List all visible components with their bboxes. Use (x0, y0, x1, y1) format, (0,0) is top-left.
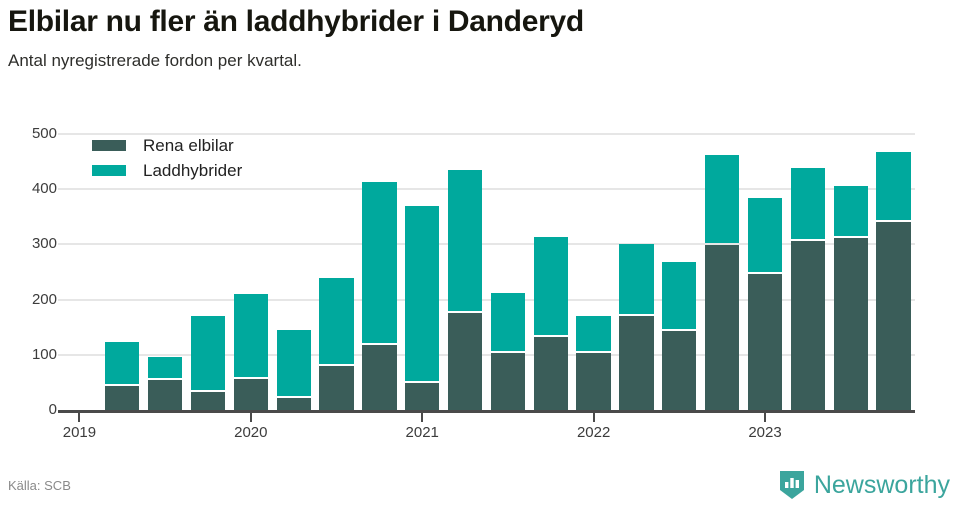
chart-footer: Källa: SCB Newsworthy (0, 470, 960, 505)
bars-layer (0, 118, 960, 458)
newsworthy-bar-chart-icon (779, 470, 805, 500)
bar-2023Q1[interactable] (790, 168, 825, 410)
source-note: Källa: SCB (8, 478, 71, 493)
bar-segment-rena-elbilar (619, 316, 654, 410)
x-axis-tick (78, 413, 81, 422)
bar-segment-rena-elbilar (105, 386, 140, 410)
x-axis-tick-label: 2021 (405, 424, 439, 441)
bar-2022Q4[interactable] (747, 197, 783, 410)
bar-segment-rena-elbilar (233, 379, 268, 410)
x-axis-tick (764, 413, 767, 422)
bar-2022Q1[interactable] (619, 243, 654, 410)
bar-2020Q2[interactable] (319, 278, 354, 410)
brand-logo[interactable]: Newsworthy (779, 470, 950, 500)
bar-segment-laddhybrider (105, 341, 140, 385)
chart-subtitle: Antal nyregistrerade fordon per kvartal. (8, 51, 302, 70)
bar-2021Q2[interactable] (490, 293, 526, 410)
bar-segment-rena-elbilar (747, 274, 783, 410)
bar-segment-laddhybrider (147, 357, 183, 379)
bar-segment-laddhybrider (833, 185, 868, 237)
chart-header: Elbilar nu fler än laddhybrider i Dander… (8, 4, 952, 72)
bar-2019Q4[interactable] (233, 294, 268, 410)
bar-segment-laddhybrider (533, 237, 568, 335)
bar-segment-rena-elbilar (533, 336, 568, 410)
bar-segment-laddhybrider (619, 243, 654, 315)
bar-segment-laddhybrider (405, 205, 440, 381)
chart-legend: Rena elbilar Laddhybrider (92, 133, 242, 183)
bar-segment-laddhybrider (447, 170, 483, 311)
x-axis-tick-label: 2022 (576, 424, 611, 441)
legend-label: Rena elbilar (143, 136, 234, 155)
legend-item-rena-elbilar[interactable]: Rena elbilar (92, 133, 242, 158)
bar-segment-rena-elbilar (447, 312, 483, 410)
gridline (58, 133, 915, 135)
grid-layer: 0 100 200 300 400 500 (0, 118, 960, 458)
bar-segment-rena-elbilar (705, 244, 740, 410)
legend-label: Laddhybrider (143, 161, 243, 180)
bar-segment-rena-elbilar (190, 392, 226, 410)
bar-segment-laddhybrider (662, 261, 697, 329)
x-axis-tick-label: 2019 (62, 424, 97, 441)
bar-segment-laddhybrider (490, 293, 526, 351)
chart-plot-area: 0 100 200 300 400 500 2019 2020 2021 2022 2023 (0, 118, 960, 458)
bar-segment-rena-elbilar (790, 240, 825, 410)
bar-2023Q3[interactable] (876, 151, 911, 410)
bar-segment-rena-elbilar (319, 366, 354, 410)
bar-segment-laddhybrider (876, 151, 911, 220)
bar-segment-laddhybrider (190, 316, 226, 391)
bar-segment-laddhybrider (233, 294, 268, 378)
gridline (58, 353, 915, 356)
x-axis: 2019 2020 2021 2022 2023 (0, 118, 960, 458)
bar-2020Q4[interactable] (405, 205, 440, 410)
x-axis-tick (592, 413, 595, 422)
bar-2019Q3[interactable] (190, 316, 226, 410)
bar-segment-rena-elbilar (147, 380, 183, 410)
legend-item-laddhybrider[interactable]: Laddhybrider (92, 158, 242, 183)
page-title: Elbilar nu fler än laddhybrider i Dander… (8, 5, 584, 38)
bar-2021Q4[interactable] (576, 316, 611, 410)
x-axis-tick-label: 2020 (234, 424, 268, 441)
bar-2021Q3[interactable] (533, 237, 568, 410)
bar-segment-laddhybrider (747, 197, 783, 273)
bar-segment-laddhybrider (576, 316, 611, 351)
bar-segment-rena-elbilar (362, 345, 397, 410)
y-axis-tick-label: 500 (31, 125, 57, 142)
x-axis-tick (421, 413, 424, 422)
bar-2020Q1[interactable] (276, 330, 311, 410)
bar-2019Q1[interactable] (105, 341, 140, 410)
bar-segment-laddhybrider (790, 168, 825, 239)
x-axis-tick-label: 2023 (748, 424, 782, 441)
bar-segment-laddhybrider (319, 278, 354, 365)
bar-segment-laddhybrider (362, 181, 397, 344)
bar-segment-rena-elbilar (662, 330, 697, 410)
y-axis-tick-label: 300 (31, 235, 57, 253)
legend-swatch-icon (92, 165, 126, 176)
bar-2022Q3[interactable] (705, 154, 740, 410)
axis-baseline (58, 410, 915, 413)
brand-name: Newsworthy (813, 470, 950, 499)
gridline (58, 188, 915, 191)
bar-2019Q2[interactable] (147, 357, 183, 410)
bar-segment-laddhybrider (276, 330, 311, 396)
bar-segment-rena-elbilar (276, 397, 311, 410)
y-axis-tick-label: 100 (31, 345, 57, 363)
bar-2020Q3[interactable] (362, 181, 397, 410)
bar-segment-rena-elbilar (876, 221, 911, 410)
y-axis-tick-label: 400 (31, 180, 57, 198)
x-axis-tick (249, 413, 252, 422)
bar-segment-laddhybrider (705, 154, 740, 243)
gridline (58, 298, 915, 301)
bar-segment-rena-elbilar (576, 352, 611, 410)
bar-2022Q2[interactable] (662, 261, 697, 410)
bar-segment-rena-elbilar (405, 382, 440, 410)
gridline (58, 243, 915, 246)
legend-swatch-icon (92, 140, 126, 151)
y-axis-tick-label: 0 (48, 401, 57, 418)
y-axis-tick-label: 200 (31, 290, 57, 308)
bar-segment-rena-elbilar (490, 352, 526, 410)
bar-2023Q2[interactable] (833, 185, 868, 410)
bar-segment-rena-elbilar (833, 238, 868, 410)
bar-2021Q1[interactable] (447, 170, 483, 410)
